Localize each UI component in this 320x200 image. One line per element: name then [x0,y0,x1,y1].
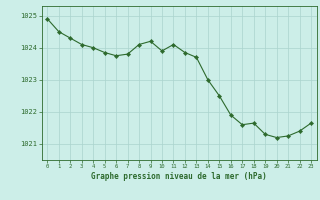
X-axis label: Graphe pression niveau de la mer (hPa): Graphe pression niveau de la mer (hPa) [91,172,267,181]
